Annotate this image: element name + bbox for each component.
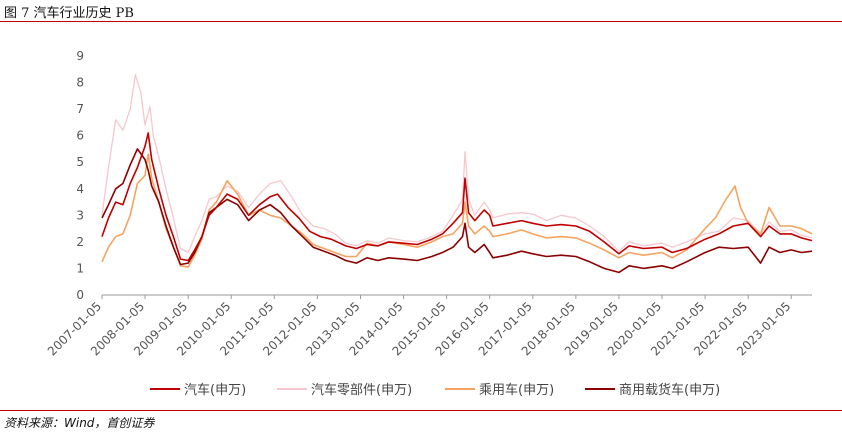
series-line-3: [101, 153, 813, 268]
legend-item-3: 乘用车(申万): [445, 382, 554, 398]
y-tick-label: 3: [76, 208, 84, 222]
y-tick-label: 9: [76, 49, 84, 63]
bottom-rule: [0, 410, 842, 411]
y-tick-label: 4: [76, 182, 84, 196]
figure-title: 图 7 汽车行业历史 PB: [4, 6, 134, 21]
source-note: 资料来源：Wind，首创证券: [4, 416, 155, 430]
y-tick-label: 0: [76, 288, 84, 302]
legend-item-4: 商用载货车(申万): [585, 382, 720, 398]
legend: 汽车(申万) 汽车零部件(申万) 乘用车(申万) 商用载货车(申万): [150, 382, 720, 398]
y-tick-label: 8: [76, 76, 84, 90]
legend-label: 商用载货车(申万): [619, 382, 720, 398]
series-lines: [101, 73, 813, 274]
pb-line-chart: 0 1 2 3 4 5 6 7 8 9 2007-01-052008-01-052009-01-0…: [45, 49, 813, 398]
legend-label: 汽车(申万): [184, 382, 246, 398]
y-tick-label: 2: [76, 235, 84, 249]
series-line-4: [101, 148, 813, 274]
series-line-1: [101, 132, 813, 262]
top-rule: [0, 21, 842, 22]
y-axis: 0 1 2 3 4 5 6 7 8 9: [76, 49, 84, 302]
x-axis: 2007-01-052008-01-052009-01-052010-01-05…: [45, 294, 812, 358]
y-tick-label: 1: [76, 261, 84, 275]
legend-item-1: 汽车(申万): [150, 382, 246, 398]
legend-label: 乘用车(申万): [479, 382, 554, 398]
legend-item-2: 汽车零部件(申万): [277, 382, 412, 398]
series-line-2: [101, 73, 813, 254]
y-tick-label: 6: [76, 129, 84, 143]
y-tick-label: 7: [76, 102, 84, 116]
y-tick-label: 5: [76, 155, 84, 169]
legend-label: 汽车零部件(申万): [311, 382, 412, 398]
